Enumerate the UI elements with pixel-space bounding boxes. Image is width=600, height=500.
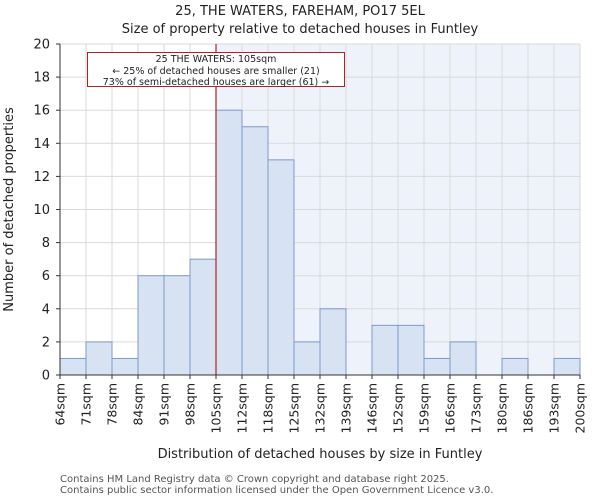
histogram-bar	[371, 324, 399, 376]
histogram-bar	[553, 357, 581, 376]
y-tick-label: 4	[42, 302, 50, 317]
histogram-bar	[163, 275, 191, 376]
x-tick-label: 193sqm	[547, 383, 562, 433]
x-tick-label: 64sqm	[53, 383, 68, 426]
x-tick-label: 71sqm	[79, 383, 94, 426]
histogram-chart: 0 2 4 6 8 10 12 14 16 18 20 64sqm 71sqm 78sqm 84sqm 91s…	[2, 38, 588, 463]
histogram-bar	[189, 258, 217, 376]
x-tick-label: 139sqm	[339, 383, 354, 433]
x-tick-label: 186sqm	[521, 383, 536, 433]
chart-title: 25, THE WATERS, FAREHAM, PO17 5EL	[175, 4, 425, 19]
y-tick-label: 6	[42, 269, 50, 284]
histogram-bar	[267, 159, 295, 376]
x-tick-label: 159sqm	[417, 383, 432, 433]
y-tick-label: 2	[42, 335, 50, 350]
x-tick-label: 146sqm	[365, 383, 380, 433]
histogram-bar	[501, 357, 529, 376]
y-tick-label: 8	[42, 236, 50, 251]
property-annotation-box: 25 THE WATERS: 105sqm ← 25% of detached …	[87, 52, 345, 88]
annotation-line-1: 25 THE WATERS: 105sqm	[155, 54, 277, 65]
histogram-bar	[59, 357, 87, 376]
histogram-bar	[241, 126, 269, 376]
footer-licence: Contains public sector information licen…	[60, 485, 494, 496]
x-tick-label: 125sqm	[287, 383, 302, 433]
y-tick-label: 16	[33, 104, 50, 119]
x-tick-label: 98sqm	[183, 383, 198, 426]
annotation-line-2: ← 25% of detached houses are smaller (21…	[112, 65, 320, 77]
x-tick-label: 118sqm	[261, 383, 276, 433]
y-tick-label: 10	[33, 203, 50, 218]
histogram-bar	[215, 109, 243, 376]
x-tick-label: 112sqm	[235, 383, 250, 433]
x-tick-label: 78sqm	[105, 383, 120, 426]
histogram-bar	[319, 308, 347, 376]
x-tick-label: 166sqm	[443, 383, 458, 433]
x-tick-label: 152sqm	[391, 383, 406, 433]
x-tick-label: 91sqm	[157, 383, 172, 426]
y-tick-label: 0	[42, 369, 50, 384]
footer-copyright: Contains HM Land Registry data © Crown c…	[60, 474, 449, 485]
histogram-bar	[111, 357, 139, 376]
histogram-bar	[85, 341, 113, 376]
x-tick-label: 84sqm	[131, 383, 146, 426]
histogram-bar	[449, 341, 477, 376]
y-axis-label: Number of detached properties	[2, 107, 17, 312]
chart-subtitle: Size of property relative to detached ho…	[121, 22, 479, 37]
x-tick-label: 105sqm	[209, 383, 224, 433]
x-axis-label: Distribution of detached houses by size …	[158, 447, 483, 462]
y-tick-label: 14	[33, 137, 50, 152]
x-tick-label: 132sqm	[313, 383, 328, 433]
histogram-bar	[423, 357, 451, 376]
y-tick-label: 12	[33, 170, 50, 185]
histogram-bar	[137, 275, 165, 376]
y-tick-label: 18	[33, 71, 50, 86]
x-tick-label: 180sqm	[495, 383, 510, 433]
annotation-line-3: 73% of semi-detached houses are larger (…	[102, 77, 330, 88]
histogram-bar	[397, 324, 425, 376]
x-tick-label: 200sqm	[573, 383, 588, 433]
y-tick-label: 20	[33, 38, 50, 53]
histogram-bar	[293, 341, 321, 376]
x-tick-label: 173sqm	[469, 383, 484, 433]
